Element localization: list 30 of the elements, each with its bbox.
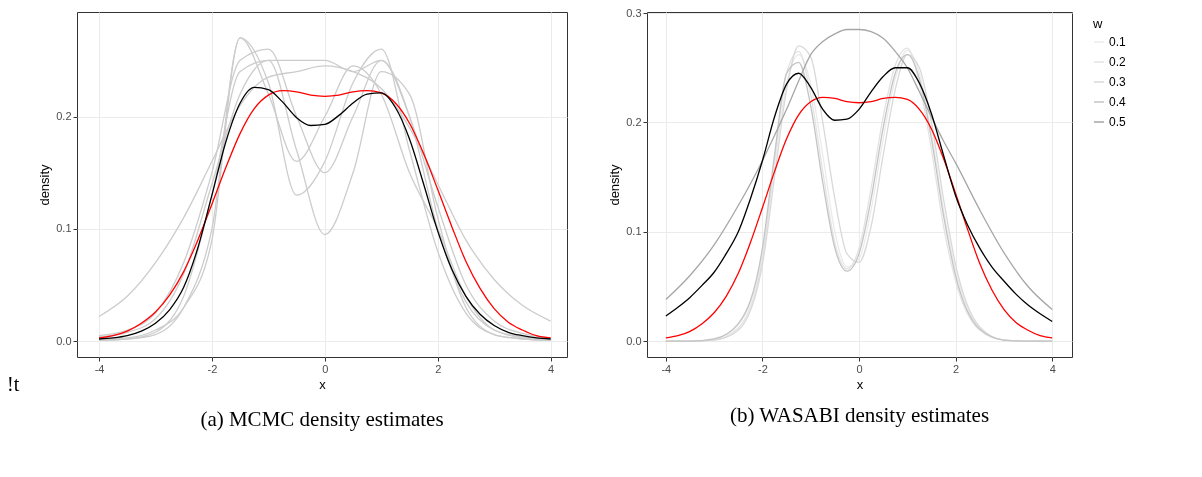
legend-label: 0.1 [1109, 35, 1127, 49]
y-tick-label: 0.1 [626, 225, 642, 238]
x-tick-label: 2 [435, 362, 442, 375]
x-tick-label: 2 [953, 362, 960, 375]
x-tick-label: -2 [207, 362, 218, 375]
x-tick-label: -2 [758, 362, 768, 375]
x-tick-label: 0 [322, 362, 329, 375]
x-axis-title: x [319, 376, 327, 392]
legend-label: 0.4 [1109, 95, 1127, 109]
text: (b) WASABI density estimates [729, 403, 990, 427]
y-axis-title: density [37, 163, 53, 206]
x-tick-label: 0 [856, 362, 863, 375]
x-tick-label: -4 [94, 362, 105, 375]
y-tick-label: 0.0 [626, 334, 642, 347]
legend-title: w [1092, 16, 1103, 31]
legend-label: 0.2 [1109, 55, 1127, 69]
y-tick-label: 0.3 [626, 6, 642, 19]
legend-label: 0.3 [1109, 75, 1127, 89]
x-tick-label: -4 [661, 362, 672, 375]
legend-label: 0.5 [1109, 115, 1127, 129]
text: !t [7, 373, 20, 395]
y-tick-label: 0.1 [56, 222, 72, 235]
x-tick-label: 4 [548, 362, 555, 375]
y-axis-title: density [607, 163, 623, 206]
y-tick-label: 0.0 [56, 334, 72, 347]
text: (a) MCMC density estimates [200, 407, 444, 431]
x-tick-label: 4 [1049, 362, 1056, 375]
y-tick-label: 0.2 [56, 110, 72, 123]
x-axis-title: x [856, 376, 864, 392]
y-tick-label: 0.2 [626, 115, 642, 128]
